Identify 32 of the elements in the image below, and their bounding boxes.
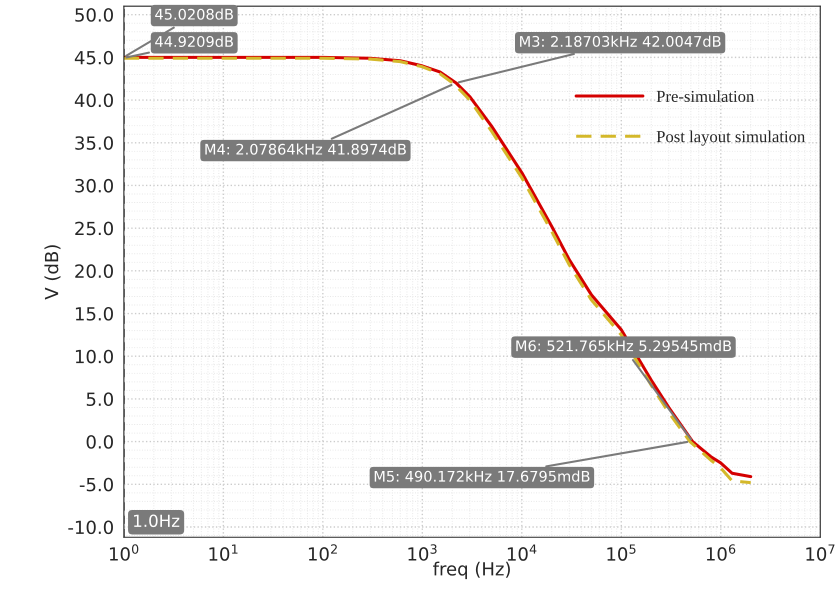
x-tick-label: 10$^{0}$ (110, 544, 138, 561)
y-tick-label: 25.0 (75, 222, 113, 236)
annotation: 45.0208dB (155, 8, 233, 20)
ref-line-label: 1.0Hz (134, 514, 180, 528)
y-tick-label: 10.0 (76, 350, 113, 364)
y-tick-label: 15.0 (76, 306, 113, 321)
y-tick-label: 50.0 (75, 8, 113, 22)
annotation: M4: 2.07864kHz 41.8974dB (205, 143, 406, 155)
y-tick-label: 5.0 (86, 392, 113, 406)
x-tick-label: 10$^{5}$ (607, 544, 636, 561)
x-tick-label: 10$^{1}$ (209, 544, 238, 561)
x-tick-label: 10$^{7}$ (806, 544, 834, 561)
legend-label: Pre-simulation (656, 90, 754, 102)
y-tick-label: 20.0 (75, 264, 113, 278)
y-axis-title: V (dB) (44, 245, 61, 300)
y-tick-label: 35.0 (75, 136, 113, 150)
x-tick-label: 10$^{6}$ (706, 544, 736, 561)
y-tick-label: 0.0 (86, 435, 113, 449)
y-tick-label: -10.0 (68, 520, 113, 534)
y-tick-label: 30.0 (75, 178, 113, 193)
y-tick-label: 45.0 (74, 50, 113, 64)
x-tick-label: 10$^{2}$ (308, 544, 337, 561)
annotation: M5: 490.172kHz 17.6795mdB (374, 470, 590, 482)
x-axis-title: freq (Hz) (433, 562, 510, 580)
y-tick-label: -5.0 (80, 478, 113, 492)
annotation: 44.9209dB (155, 36, 233, 47)
annotation: M6: 521.765kHz 5.29545mdB (516, 340, 732, 352)
legend-label: Post layout simulation (656, 130, 806, 146)
x-tick-label: 10$^{4}$ (508, 544, 536, 561)
y-tick-label: 40.0 (74, 94, 113, 108)
annotation: M3: 2.18703kHz 42.0047dB (520, 36, 721, 47)
x-tick-label: 10$^{3}$ (408, 544, 437, 561)
